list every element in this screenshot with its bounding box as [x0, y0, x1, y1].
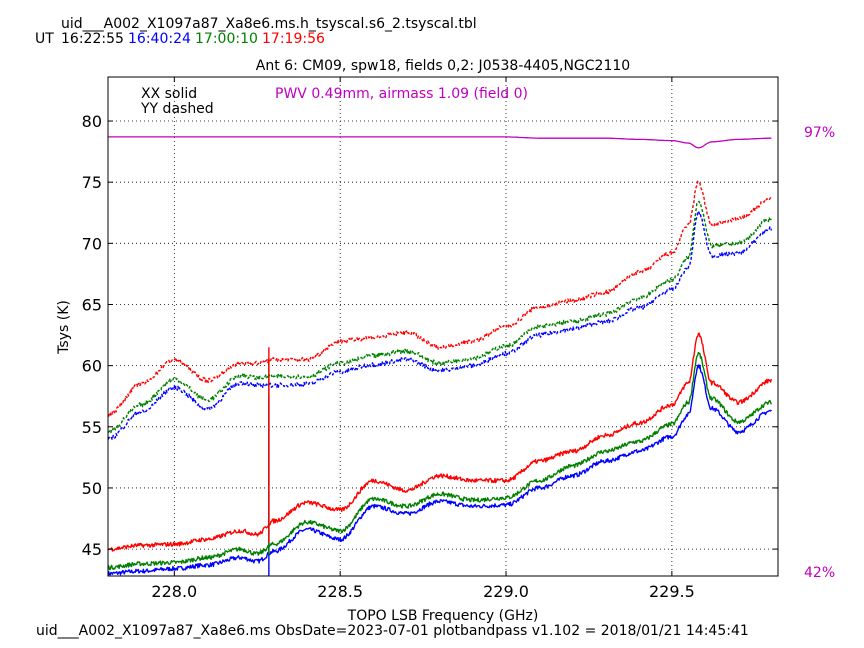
y-tick-label: 70: [82, 234, 102, 253]
pwv-annotation: PWV 0.49mm, airmass 1.09 (field 0): [275, 86, 528, 102]
ut-time-4: 17:19:56: [262, 31, 325, 47]
ut-time-3: 17:00:10: [195, 31, 258, 47]
y-tick-label: 65: [82, 295, 102, 314]
series-xx-171956: [107, 332, 773, 552]
ut-time-2: 16:40:24: [128, 31, 191, 47]
chart-title: Ant 6: CM09, spw18, fields 0,2: J0538-44…: [256, 58, 630, 74]
series-xx-164024: [107, 364, 772, 576]
plot-frame: [107, 76, 779, 577]
footer-text: uid___A002_X1097a87_Xa8e6.ms ObsDate=202…: [36, 623, 749, 639]
atm-scale-top: 97%: [804, 125, 835, 141]
x-axis-label: TOPO LSB Frequency (GHz): [347, 608, 539, 624]
table-filename: uid___A002_X1097a87_Xa8e6.ms.h_tsyscal.s…: [61, 16, 477, 32]
ut-label: UT: [35, 31, 54, 47]
series-yy-171956: [108, 180, 773, 417]
x-tick-label: 229.5: [649, 582, 695, 601]
y-tick-label: 60: [82, 357, 102, 376]
series-yy-164024: [107, 210, 773, 441]
series-yy-170010: [107, 200, 773, 434]
y-tick-label: 75: [82, 173, 102, 192]
ut-time-1: 16:22:55: [61, 31, 124, 47]
y-tick-label: 50: [82, 479, 102, 498]
y-tick-label: 45: [82, 540, 102, 559]
atm-scale-bottom: 42%: [804, 565, 835, 581]
x-tick-label: 228.5: [317, 582, 363, 601]
series-group: [107, 136, 773, 576]
y-tick-label: 80: [82, 112, 102, 131]
atmosphere-line: [108, 136, 772, 149]
y-axis-label: Tsys (K): [56, 300, 72, 355]
legend-solid: XX solid: [141, 86, 197, 102]
y-tick-label: 55: [82, 418, 102, 437]
series-xx-170010: [107, 351, 773, 571]
x-tick-label: 228.0: [151, 582, 197, 601]
x-tick-label: 229.0: [483, 582, 529, 601]
legend-dashed: YY dashed: [140, 101, 214, 117]
ticks: 228.0 228.5 229.0 229.5 45 50 55 60 65 70 75 80: [82, 77, 778, 601]
